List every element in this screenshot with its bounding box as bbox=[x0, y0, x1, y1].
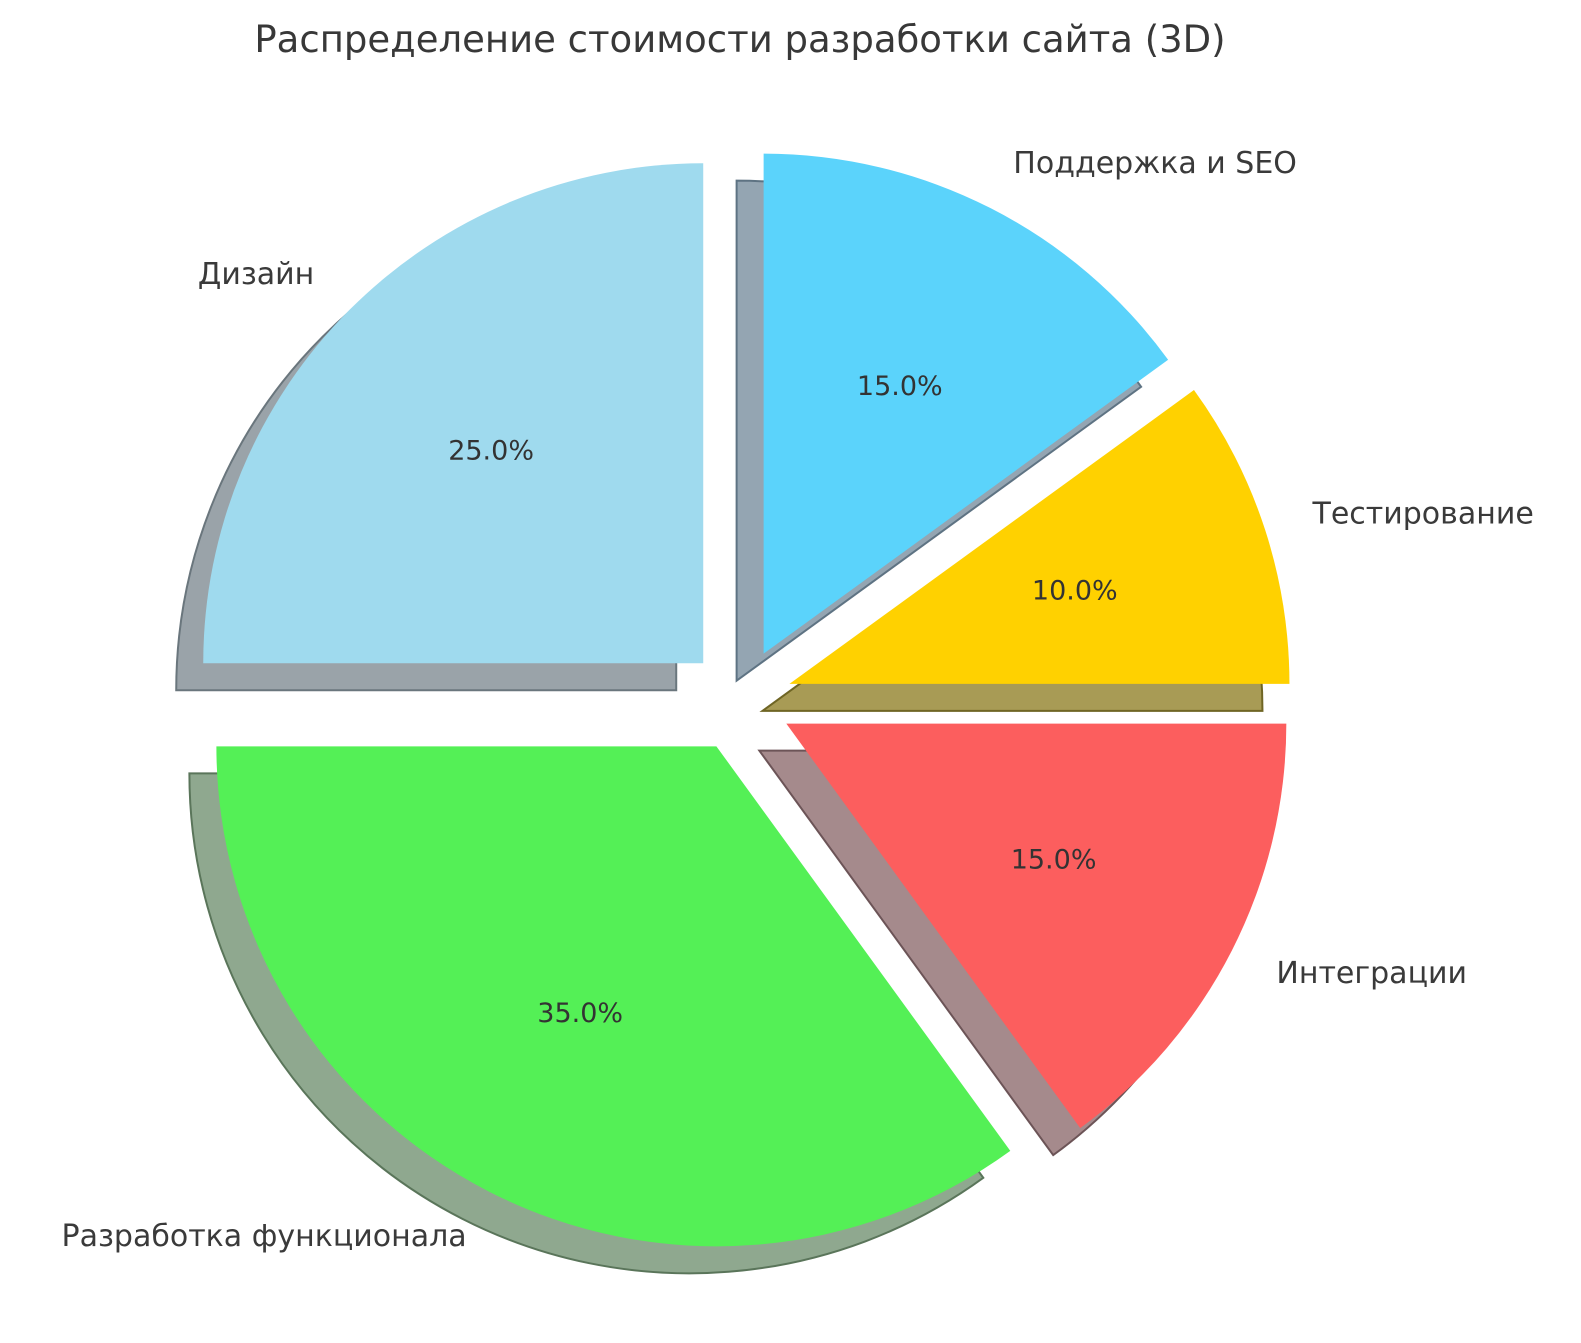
pct-label-4: 25.0% bbox=[448, 436, 534, 467]
pie-slices-layer: 15.0% Поддержка и SEO 10.0% Тестирование 15.… bbox=[61, 146, 1534, 1275]
pie-slice-1 bbox=[789, 390, 1290, 684]
pct-label-2: 15.0% bbox=[1011, 844, 1097, 875]
slice-label-0: Поддержка и SEO bbox=[1013, 146, 1297, 181]
pie-slice-2 bbox=[786, 723, 1287, 1129]
chart-title: Распределение стоимости разработки сайта… bbox=[254, 18, 1225, 61]
pie-slice-4 bbox=[203, 163, 704, 664]
pct-label-3: 35.0% bbox=[537, 998, 623, 1029]
pct-label-0: 15.0% bbox=[857, 371, 943, 402]
pct-label-1: 10.0% bbox=[1032, 576, 1118, 607]
slice-label-4: Дизайн bbox=[198, 257, 314, 292]
slice-label-1: Тестирование bbox=[1312, 497, 1534, 532]
pie-slice-0 bbox=[763, 153, 1169, 654]
slice-label-3: Разработка функционала bbox=[61, 1219, 466, 1254]
pie-slice-3 bbox=[216, 746, 1011, 1247]
slice-label-2: Интеграции bbox=[1276, 956, 1467, 991]
